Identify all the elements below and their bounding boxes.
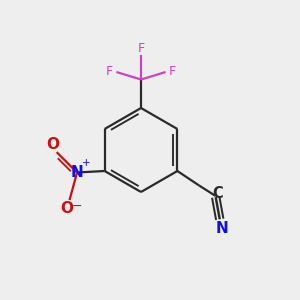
Text: F: F [169,65,176,78]
Text: N: N [215,221,228,236]
Text: C: C [212,186,223,201]
Text: O: O [61,201,74,216]
Text: O: O [46,137,59,152]
Text: −: − [72,200,82,213]
Text: F: F [106,65,113,78]
Text: F: F [137,42,145,55]
Text: +: + [82,158,90,169]
Text: N: N [71,165,83,180]
